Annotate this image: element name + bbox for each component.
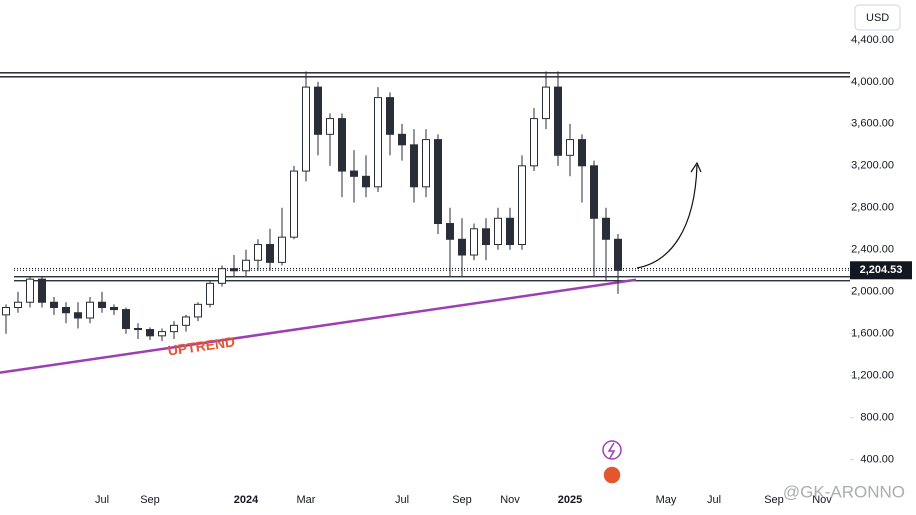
candle-body xyxy=(266,244,274,263)
candle-body xyxy=(98,301,106,308)
candle-body xyxy=(182,316,190,326)
plot-area: UPTREND xyxy=(0,71,850,374)
candle-body xyxy=(314,86,322,135)
candle-body xyxy=(530,118,538,167)
candle-body xyxy=(170,324,178,333)
candle-body xyxy=(422,139,430,188)
candle-body xyxy=(134,327,142,331)
candle-body xyxy=(110,306,118,311)
x-tick-label: Sep xyxy=(452,494,472,506)
y-tick-label: 400.00 xyxy=(860,454,894,466)
x-tick-label: Nov xyxy=(500,494,520,506)
candle-body xyxy=(62,306,70,314)
candle-body xyxy=(38,278,46,303)
candle-body xyxy=(158,331,166,337)
candle-body xyxy=(206,282,214,305)
candle-body xyxy=(602,217,610,240)
candle-body xyxy=(398,133,406,146)
candle-body xyxy=(362,175,370,188)
candle-body xyxy=(2,306,10,316)
trendline xyxy=(0,278,637,374)
x-tick-label: 2024 xyxy=(234,494,259,506)
last-price-label: 2,204.53 xyxy=(860,264,903,276)
x-tick-label: May xyxy=(656,494,677,506)
x-tick-label: Mar xyxy=(297,494,316,506)
currency-box xyxy=(854,4,901,31)
candle-body xyxy=(230,268,238,272)
candle-body xyxy=(518,165,526,246)
x-tick-label: Sep xyxy=(764,494,784,506)
candle-body xyxy=(14,301,22,308)
x-tick-label: Jul xyxy=(95,494,109,506)
candle-body xyxy=(614,238,622,271)
x-tick-label: Nov xyxy=(812,494,832,506)
candle-body xyxy=(506,217,514,246)
y-tick-label: 3,600.00 xyxy=(851,118,894,130)
candle-body xyxy=(566,139,574,156)
candle-body xyxy=(74,312,82,319)
candle-body xyxy=(326,118,334,135)
candle-body xyxy=(350,170,358,177)
y-tick-label: 2,400.00 xyxy=(851,244,894,256)
candle-body xyxy=(458,238,466,256)
candle-body xyxy=(278,236,286,263)
currency-label: USD xyxy=(866,12,889,24)
y-tick-label: 4,000.00 xyxy=(851,76,894,88)
projection-arrow xyxy=(636,164,698,269)
candle-body xyxy=(494,217,502,246)
candle-body xyxy=(338,118,346,172)
event-icon-bolt xyxy=(607,442,616,459)
y-tick-label: 2,800.00 xyxy=(851,202,894,214)
candle-body xyxy=(578,139,586,167)
candle-body xyxy=(86,301,94,319)
candle-body xyxy=(50,301,58,308)
candle-body xyxy=(374,97,382,188)
candle-body xyxy=(290,170,298,238)
candle-body xyxy=(218,268,226,284)
last-price-box xyxy=(850,261,912,280)
candle-body xyxy=(194,303,202,318)
candle-body xyxy=(254,244,262,261)
candle-body xyxy=(386,97,394,135)
y-tick-label: 2,000.00 xyxy=(851,286,894,298)
y-tick-label: 1,200.00 xyxy=(851,370,894,382)
candle-body xyxy=(242,259,250,272)
candle-body xyxy=(410,144,418,188)
candle-body xyxy=(302,86,310,172)
price-axis xyxy=(850,0,916,515)
y-tick-label: 3,200.00 xyxy=(851,160,894,172)
candle-body xyxy=(554,86,562,156)
candle-body xyxy=(482,228,490,246)
flag-icon xyxy=(602,465,622,485)
candle-body xyxy=(434,139,442,225)
x-tick-label: Jul xyxy=(395,494,409,506)
y-tick-label: 1,600.00 xyxy=(851,328,894,340)
candle-body xyxy=(122,309,130,329)
candle-body xyxy=(26,278,34,303)
x-tick-label: 2025 xyxy=(558,494,582,506)
watermark: @GK-ARONNO xyxy=(783,482,905,501)
x-tick-label: Jul xyxy=(707,494,721,506)
y-tick-label: 800.00 xyxy=(860,412,894,424)
candle-body xyxy=(446,223,454,240)
y-tick-label: 4,400.00 xyxy=(851,34,894,46)
candle-body xyxy=(470,228,478,256)
event-icon xyxy=(602,440,622,460)
x-tick-label: Sep xyxy=(140,494,160,506)
arrow-head xyxy=(690,161,702,173)
candle-body xyxy=(146,329,154,337)
candle-body xyxy=(542,86,550,120)
candle-body xyxy=(590,165,598,219)
